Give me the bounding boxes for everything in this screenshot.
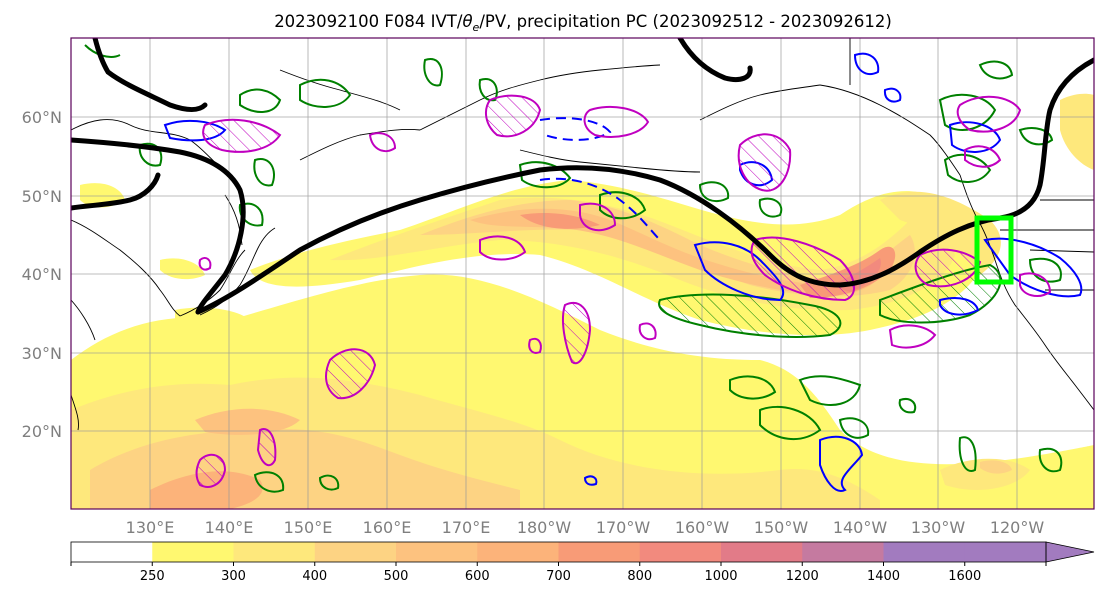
colorbar-cell — [964, 542, 1047, 562]
lon-label: 170°W — [596, 518, 651, 537]
colorbar-tick-label: 250 — [140, 569, 165, 584]
colorbar-cell — [152, 542, 234, 562]
colorbar-cell — [883, 542, 966, 562]
colorbar-cell — [396, 542, 478, 562]
map-area — [71, 38, 1094, 509]
colorbar-cell — [639, 542, 722, 562]
lon-label: 170°E — [442, 518, 491, 537]
colorbar-tick-label: 1400 — [867, 569, 900, 584]
map-border — [70, 37, 1095, 510]
lat-label: 40°N — [22, 265, 62, 284]
title-theta-sub: e — [473, 21, 480, 34]
lon-label: 160°W — [675, 518, 730, 537]
colorbar-tick-label: 1200 — [786, 569, 819, 584]
theta-e-hatched — [658, 263, 1002, 338]
colorbar-ticks: 250 300 400 500 600 700 800 1000 1200 1400 1600 — [70, 562, 1047, 584]
colorbar-tick-label: 1000 — [704, 569, 737, 584]
colorbar-tick-label: 1600 — [948, 569, 981, 584]
colorbar-cells — [71, 542, 1047, 562]
gridlines — [71, 38, 1094, 509]
colorbar-cell — [721, 542, 803, 562]
colorbar: 250 300 400 500 600 700 800 1000 1200 1400 1600 — [70, 541, 1095, 584]
lon-label: 150°W — [754, 518, 809, 537]
lon-label: 180°W — [517, 518, 572, 537]
title-prefix: 2023092100 F084 IVT/ — [274, 12, 463, 31]
lat-label: 30°N — [22, 344, 62, 363]
longitude-labels: 130°E 140°E 150°E 160°E 170°E 180°W 170°… — [126, 518, 1045, 537]
lon-label: 160°E — [363, 518, 412, 537]
target-region-box — [974, 215, 1014, 285]
colorbar-tick-label: 600 — [465, 569, 490, 584]
coastlines — [71, 38, 1094, 431]
colorbar-tick-label: 700 — [546, 569, 571, 584]
lon-label: 120°W — [990, 518, 1045, 537]
colorbar-cell — [71, 542, 153, 562]
colorbar-cell — [233, 542, 316, 562]
colorbar-tick-label: 400 — [302, 569, 327, 584]
lat-label: 50°N — [22, 187, 62, 206]
colorbar-tick-label: 500 — [384, 569, 409, 584]
lon-label: 150°E — [284, 518, 333, 537]
title-theta: θ — [462, 12, 472, 31]
colorbar-cell — [477, 542, 559, 562]
colorbar-cell — [558, 542, 641, 562]
colorbar-cell — [314, 542, 397, 562]
precip-pc-contours — [195, 94, 1052, 488]
jet-contour — [71, 38, 1094, 315]
lon-label: 130°E — [126, 518, 175, 537]
colorbar-tick-label: 800 — [627, 569, 652, 584]
colorbar-cell — [802, 542, 884, 562]
plot-title: 2023092100 F084 IVT/θe/PV, precipitation… — [274, 12, 892, 34]
lon-label: 140°W — [833, 518, 888, 537]
colorbar-extend-arrow — [1045, 541, 1095, 563]
theta-e-contours — [84, 44, 1063, 493]
lon-label: 130°W — [911, 518, 966, 537]
lat-label: 60°N — [22, 108, 62, 127]
title-suffix: /PV, precipitation PC (2023092512 - 2023… — [479, 12, 891, 31]
latitude-labels: 60°N 50°N 40°N 30°N 20°N — [22, 108, 62, 441]
lat-label: 20°N — [22, 422, 62, 441]
colorbar-tick-label: 300 — [221, 569, 246, 584]
lon-label: 140°E — [205, 518, 254, 537]
